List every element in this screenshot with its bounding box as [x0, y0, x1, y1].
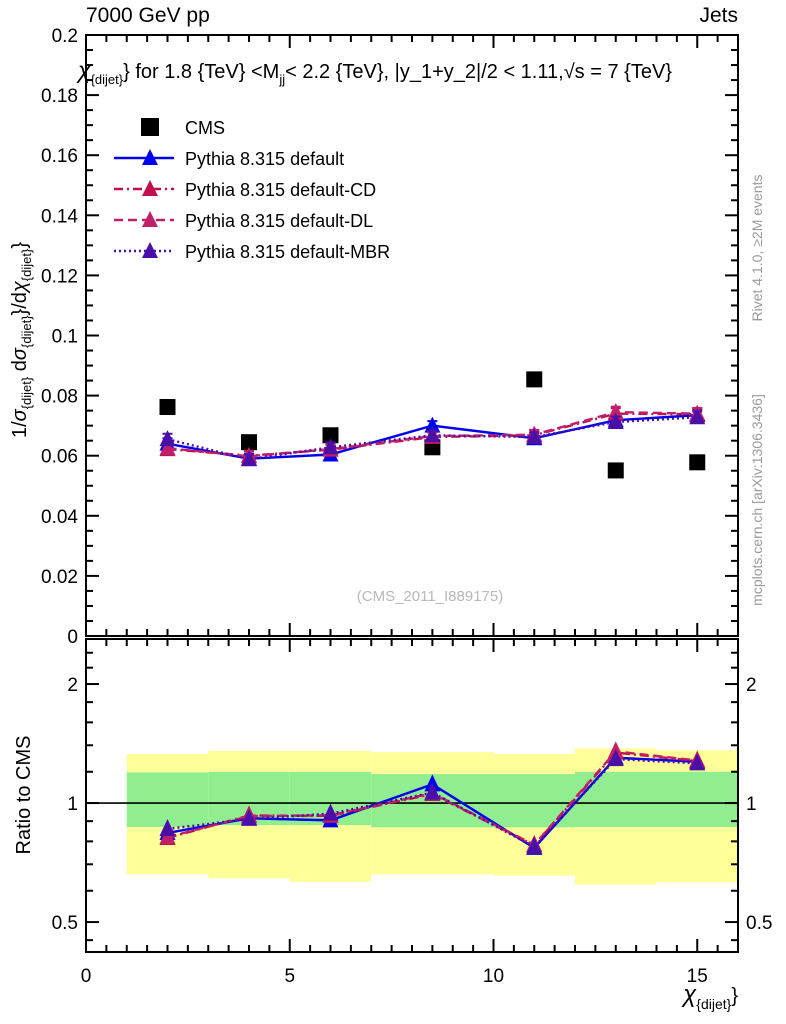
side-label-mcplots: mcplots.cern.ch [arXiv:1306.3436]: [749, 394, 765, 606]
main-ytick-label: 0: [67, 627, 78, 648]
data-point-marker: [689, 454, 706, 471]
ratio-panel-ytick-labels: 0.5 0.5 1 1 2 2: [52, 675, 773, 934]
xtick-label: 0: [81, 966, 92, 987]
svg-text:1/σ{dijet} dσ{dijet}}/dχ{dijet: 1/σ{dijet} dσ{dijet}}/dχ{dijet}}: [9, 242, 34, 438]
side-label-rivet: Rivet 4.1.0, ≥2M events: [749, 175, 765, 322]
main-ytick-label: 0.06: [41, 447, 78, 468]
ratio-panel-ticks: [85, 639, 739, 952]
ratio-panel-data: [159, 741, 706, 855]
data-point-marker: [424, 416, 441, 433]
plot-title: χ{dijet}} for 1.8 {TeV} <Mjj< 2.2 {TeV},…: [76, 57, 672, 87]
legend: CMS Pythia 8.315 default Pythia 8.315 defa…: [114, 118, 390, 262]
main-panel-frame: [85, 34, 739, 637]
main-ytick-label: 0.18: [41, 86, 78, 107]
main-ytick-label: 0.2: [52, 26, 78, 47]
legend-entry-label: CMS: [185, 118, 225, 138]
data-point-marker: [322, 438, 339, 455]
main-ytick-label: 0.08: [41, 387, 78, 408]
data-point-marker: [607, 403, 624, 420]
ratio-point-marker: [241, 808, 257, 826]
data-point-marker: [689, 408, 706, 425]
data-point-marker: [607, 462, 624, 479]
ratio-uncertainty-bands: [126, 748, 738, 885]
data-point-marker: [424, 426, 441, 443]
main-panel-data: [159, 371, 706, 479]
data-point-marker: [607, 413, 624, 430]
main-ytick-label: 0.14: [41, 206, 78, 227]
ratio-ytick-label-right: 2: [746, 675, 757, 696]
svg-text:χ{dijet}}: χ{dijet}}: [681, 981, 738, 1012]
legend-marker: [142, 149, 158, 165]
data-point-marker: [526, 371, 543, 388]
legend-entry-label: Pythia 8.315 default-CD: [185, 180, 376, 200]
data-point-marker: [241, 434, 257, 451]
main-ytick-label: 0.12: [41, 266, 78, 287]
ratio-ytick-label: 1: [67, 794, 78, 815]
legend-entry-label: Pythia 8.315 default: [185, 149, 344, 169]
ratio-ytick-label: 0.5: [52, 913, 78, 934]
main-ytick-label: 0.16: [41, 146, 78, 167]
legend-marker: [142, 242, 158, 258]
ratio-ytick-label-right: 1: [746, 794, 757, 815]
ratio-point-marker: [689, 753, 706, 771]
data-point-marker: [526, 428, 543, 445]
ratio-point-marker: [322, 803, 339, 821]
legend-marker: [141, 118, 159, 136]
main-panel-ytick-labels: 0 0.02 0.04 0.06 0.08 0.1 0.12 0.14 0.16 0.18 0.2: [41, 26, 78, 648]
xaxis-label: χ{dijet}}: [681, 981, 738, 1012]
analysis-id-watermark: (CMS_2011_I889175): [357, 588, 503, 605]
xtick-label: 10: [483, 966, 504, 987]
inner-uncertainty-band: [656, 771, 738, 827]
xtick-label: 5: [284, 966, 295, 987]
ratio-ylabel: Ratio to CMS: [13, 736, 35, 855]
ratio-ytick-label: 2: [67, 675, 78, 696]
main-ylabel: 1/σ{dijet} dσ{dijet}}/dχ{dijet}}: [9, 242, 34, 438]
svg-text:mcplots.cern.ch [arXiv:1306.34: mcplots.cern.ch [arXiv:1306.3436]: [749, 394, 765, 606]
inner-uncertainty-band: [126, 772, 209, 827]
main-ytick-label: 0.1: [52, 327, 78, 348]
ratio-ytick-label-right: 0.5: [746, 913, 772, 934]
data-point-marker: [159, 430, 176, 447]
header-beam-label: 7000 GeV pp: [86, 4, 210, 27]
data-point-marker: [159, 399, 176, 416]
ratio-point-marker: [424, 782, 441, 800]
legend-marker: [142, 180, 158, 196]
data-point-marker: [322, 427, 339, 444]
ratio-point-marker: [607, 749, 624, 767]
legend-marker: [142, 211, 158, 227]
ratio-point-marker: [526, 836, 543, 854]
svg-text:Ratio to CMS: Ratio to CMS: [13, 736, 35, 855]
ratio-point-marker: [159, 818, 176, 836]
main-ytick-label: 0.02: [41, 567, 78, 588]
svg-text:Rivet 4.1.0, ≥2M events: Rivet 4.1.0, ≥2M events: [749, 175, 765, 322]
data-point-marker: [241, 450, 257, 467]
inner-uncertainty-band: [575, 771, 657, 827]
xtick-label: 15: [687, 966, 708, 987]
legend-entry-label: Pythia 8.315 default-MBR: [185, 242, 390, 262]
xaxis-tick-labels: 0 5 10 15: [81, 966, 708, 987]
main-panel-ticks: [85, 34, 739, 637]
main-ytick-label: 0.04: [41, 507, 78, 528]
legend-entry-label: Pythia 8.315 default-DL: [185, 211, 373, 231]
inner-uncertainty-band: [493, 774, 575, 828]
data-point-marker: [159, 439, 176, 456]
header-analysis-label: Jets: [699, 4, 738, 27]
svg-text:χ{dijet}} for 1.8 {TeV} <Mjj<: χ{dijet}} for 1.8 {TeV} <Mjj< 2.2 {TeV},…: [76, 57, 672, 87]
